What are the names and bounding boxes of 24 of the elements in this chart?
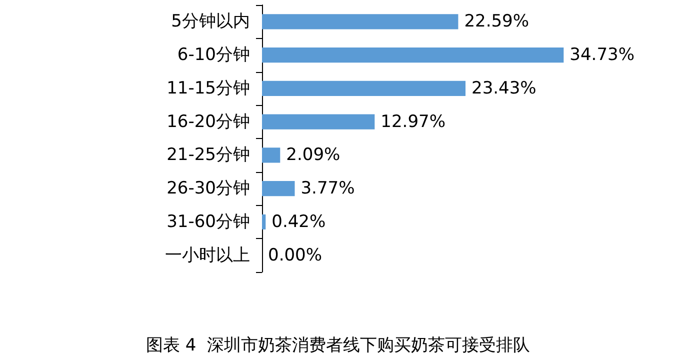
- data-label: 12.97%: [380, 112, 446, 132]
- bar: [262, 14, 458, 30]
- bar: [262, 80, 466, 96]
- y-tick-label: 26-30分钟: [166, 178, 250, 199]
- y-tick-label: 5分钟以内: [171, 12, 250, 32]
- data-label: 23.43%: [472, 78, 536, 98]
- y-tick-label: 6-10分钟: [177, 45, 250, 66]
- data-label: 0.00%: [268, 245, 322, 266]
- bar: [262, 181, 295, 196]
- y-tick-label: 31-60分钟: [166, 212, 250, 232]
- text: 图表 4 深圳市奶茶消费者线下购买奶茶可接受排队: [146, 336, 530, 356]
- data-label: 34.73%: [570, 45, 634, 66]
- data-label: 22.59%: [464, 12, 530, 32]
- bar: [262, 214, 266, 230]
- y-tick-label: 一小时以上: [165, 245, 250, 266]
- data-label: 2.09%: [286, 145, 340, 166]
- data-label: 0.42%: [272, 212, 326, 232]
- bar: [262, 114, 375, 130]
- data-label: 3.77%: [300, 178, 355, 199]
- y-tick-label: 16-20分钟: [166, 112, 250, 132]
- bar: [262, 148, 280, 163]
- y-tick-label: 11-15分钟: [166, 78, 250, 98]
- y-tick-label: 21-25分钟: [166, 145, 250, 166]
- bar: [262, 48, 564, 63]
